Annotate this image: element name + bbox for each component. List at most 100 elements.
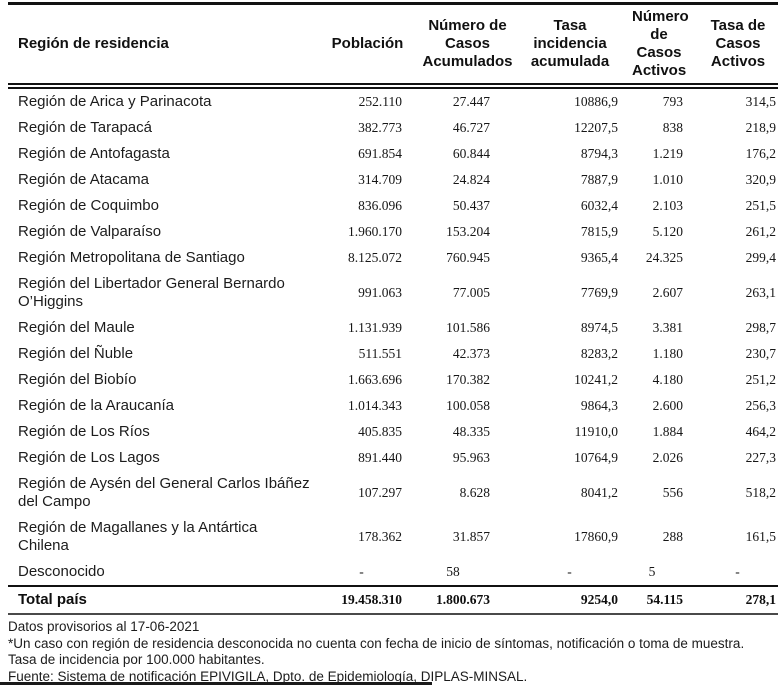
value-cell: 299,4 — [745, 250, 776, 265]
value-cell: 1.014.343 — [348, 398, 402, 413]
value-cell: 251,2 — [745, 372, 776, 387]
value-cell: 8283,2 — [580, 346, 618, 361]
value-cell: 27.447 — [452, 94, 490, 109]
value-cell: 256,3 — [745, 398, 776, 413]
value-cell: 8041,2 — [580, 485, 618, 500]
value-cell: 8.628 — [459, 485, 490, 500]
value-cell: 230,7 — [745, 346, 776, 361]
region-name-cell: Región de la Araucanía — [18, 397, 174, 414]
value-cell: 263,1 — [745, 285, 776, 300]
value-cell: 11910,0 — [574, 424, 618, 439]
region-name-cell: Región de Valparaíso — [18, 223, 162, 240]
region-name-cell: Región de Antofagasta — [18, 145, 170, 162]
value-cell: 5.120 — [652, 224, 683, 239]
region-name-cell: Región del Ñuble — [18, 345, 134, 362]
value-cell: 60.844 — [452, 146, 490, 161]
value-cell: 8794,3 — [580, 146, 618, 161]
table-row: Región de Antofagasta 691.854 60.844 8794,3… — [8, 141, 778, 167]
value-cell: 793 — [662, 94, 683, 109]
region-name-cell: Región de Los Lagos — [18, 449, 160, 466]
column-header-casos-acumulados: Número de Casos Acumulados — [415, 3, 520, 89]
value-cell: 218,9 — [745, 120, 776, 135]
region-name-cell: Región de Aysén del General Carlos Ibáñe… — [18, 475, 310, 510]
column-header-tasa-activos: Tasa de Casos Activos — [698, 3, 778, 89]
value-cell: 320,9 — [745, 172, 776, 187]
value-cell: 511.551 — [358, 346, 402, 361]
value-cell: 24.325 — [645, 250, 683, 265]
table-row: Región de Atacama 314.709 24.824 7887,9 1.01… — [8, 167, 778, 193]
value-cell: 1.010 — [652, 172, 683, 187]
value-cell: 95.963 — [452, 450, 490, 465]
footnote-rate-basis: Tasa de incidencia por 100.000 habitante… — [8, 652, 265, 667]
value-cell: 556 — [662, 485, 683, 500]
value-cell: 252.110 — [358, 94, 402, 109]
value-cell: 1.960.170 — [348, 224, 402, 239]
region-name-cell: Región de Arica y Parinacota — [18, 93, 212, 110]
total-row: Total país 19.458.310 1.800.673 9254,0 5… — [8, 585, 778, 615]
column-header-casos-activos: Número de Casos Activos — [620, 3, 698, 89]
value-cell: 836.096 — [358, 198, 402, 213]
value-cell: 2.026 — [652, 450, 683, 465]
value-cell: 46.727 — [452, 120, 490, 135]
region-name-cell: Región de Magallanes y la Antártica Chil… — [18, 519, 258, 554]
table-row: Región del Maule 1.131.939 101.586 8974,5 3.… — [8, 315, 778, 341]
value-cell: 8.125.072 — [348, 250, 402, 265]
footnote-provisional-date: Datos provisorios al 17-06-2021 — [8, 619, 200, 634]
value-cell: 382.773 — [358, 120, 402, 135]
value-cell: 24.824 — [452, 172, 490, 187]
table-row: Región del Biobío 1.663.696 170.382 10241,2… — [8, 367, 778, 393]
value-cell: 314,5 — [745, 94, 776, 109]
value-cell: 2.600 — [652, 398, 683, 413]
table-row: Región de Los Lagos 891.440 95.963 10764,9 2… — [8, 445, 778, 471]
total-value-cell: 19.458.310 — [320, 585, 415, 615]
table-row: Región de la Araucanía 1.014.343 100.058 98… — [8, 393, 778, 419]
table-body: Región de Arica y Parinacota 252.110 27.44… — [8, 86, 778, 586]
table-row: Región de Arica y Parinacota 252.110 27.44… — [8, 86, 778, 115]
region-name-cell: Región de Coquimbo — [18, 197, 159, 214]
value-cell: 161,5 — [745, 529, 776, 544]
table-row: Región de Valparaíso 1.960.170 153.204 7815… — [8, 219, 778, 245]
total-label-cell: Total país — [8, 585, 320, 615]
value-cell: 288 — [662, 529, 683, 544]
region-name-cell: Región del Biobío — [18, 371, 137, 388]
header-row: Región de residencia Población Número de… — [8, 3, 778, 89]
value-cell: 31.857 — [452, 529, 490, 544]
column-header-poblacion: Población — [320, 3, 415, 89]
value-cell: 176,2 — [745, 146, 776, 161]
footnotes: Datos provisorios al 17-06-2021 *Un caso… — [8, 619, 784, 684]
total-value-cell: 54.115 — [620, 585, 698, 615]
value-cell: - — [359, 564, 364, 579]
region-name-cell: Región del Libertador General Bernardo O… — [18, 275, 285, 310]
value-cell: 464,2 — [745, 424, 776, 439]
value-cell: 691.854 — [358, 146, 402, 161]
value-cell: 1.131.939 — [348, 320, 402, 335]
value-cell: 405.835 — [358, 424, 402, 439]
value-cell: 6032,4 — [580, 198, 618, 213]
value-cell: 9864,3 — [580, 398, 618, 413]
value-cell: 7769,9 — [580, 285, 618, 300]
bottom-partial-rule — [0, 682, 432, 685]
value-cell: 7815,9 — [580, 224, 618, 239]
value-cell: 77.005 — [452, 285, 490, 300]
value-cell: 891.440 — [358, 450, 402, 465]
value-cell: 760.945 — [446, 250, 490, 265]
table-row: Región de Los Ríos 405.835 48.335 11910,0 1.… — [8, 419, 778, 445]
table-row: Región del Ñuble 511.551 42.373 8283,2 1.180… — [8, 341, 778, 367]
value-cell: 12207,5 — [574, 120, 618, 135]
value-cell: 261,2 — [745, 224, 776, 239]
region-name-cell: Región Metropolitana de Santiago — [18, 249, 245, 266]
footnote-source: Fuente: Sistema de notificación EPIVIGIL… — [8, 668, 528, 684]
value-cell: 314.709 — [358, 172, 402, 187]
value-cell: 9365,4 — [580, 250, 618, 265]
table-row: Región de Tarapacá 382.773 46.727 12207,5 83… — [8, 115, 778, 141]
value-cell: 2.607 — [652, 285, 683, 300]
value-cell: 48.335 — [452, 424, 490, 439]
column-header-tasa-incidencia: Tasa incidencia acumulada — [520, 3, 620, 89]
value-cell: 1.180 — [652, 346, 683, 361]
regional-covid-table: Región de residencia Población Número de… — [8, 2, 778, 615]
region-name-cell: Región de Los Ríos — [18, 423, 150, 440]
table-row: Región de Coquimbo 836.096 50.437 6032,4 2.1… — [8, 193, 778, 219]
value-cell: 10764,9 — [574, 450, 618, 465]
value-cell: 170.382 — [446, 372, 490, 387]
